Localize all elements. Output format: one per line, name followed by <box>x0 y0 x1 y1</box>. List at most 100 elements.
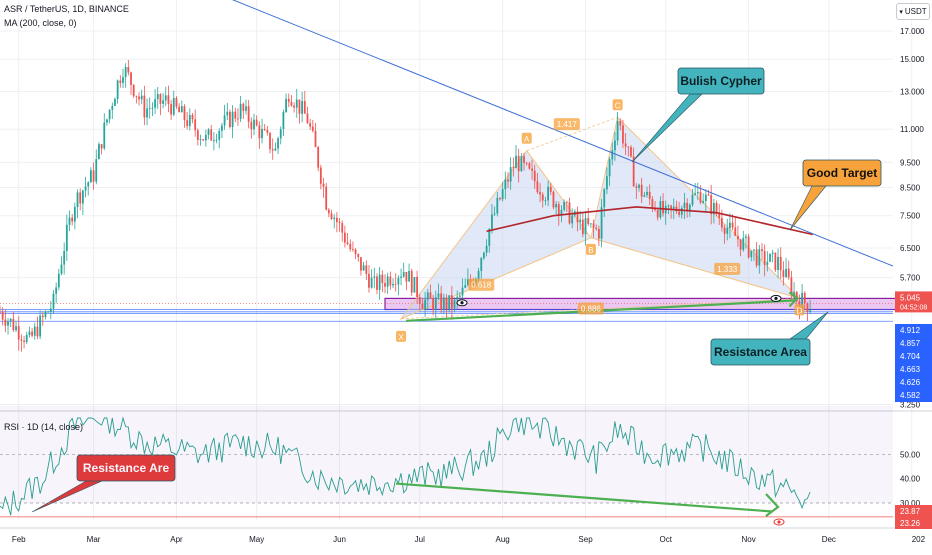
rsi-value-text: 23.26 <box>900 519 921 528</box>
rsi-indicator-label: RSI · 1D (14, close) <box>4 422 84 432</box>
candle <box>640 177 643 203</box>
good-target-callout-text: Good Target <box>807 166 877 180</box>
candle <box>424 291 427 317</box>
candle <box>196 128 199 146</box>
candle-body <box>255 119 258 126</box>
eye-pupil <box>774 296 778 300</box>
cypher-point-c: C <box>612 99 623 111</box>
candle <box>100 143 103 155</box>
candle <box>368 265 370 293</box>
candle-body <box>450 295 453 309</box>
candle <box>306 106 309 124</box>
candle <box>729 213 731 239</box>
candle <box>41 311 44 326</box>
candle <box>138 92 140 106</box>
candle-body <box>199 139 202 141</box>
candle <box>103 113 106 151</box>
candle <box>378 266 381 300</box>
candle-body <box>662 201 664 214</box>
price-level-text: 4.626 <box>900 378 921 387</box>
candle-body <box>231 111 234 128</box>
candle <box>325 182 328 211</box>
cypher-point-badge <box>585 243 596 255</box>
candle <box>360 257 362 276</box>
candle-body <box>557 204 560 215</box>
candle <box>60 256 63 276</box>
candle-body <box>737 235 739 240</box>
candle-body <box>175 97 178 107</box>
price-tick-label: 7.500 <box>900 212 921 221</box>
candle <box>234 107 237 123</box>
price-tick-label: 13.000 <box>900 88 925 97</box>
candle <box>421 298 424 310</box>
time-tick-label: Oct <box>660 535 673 544</box>
candle <box>319 164 322 190</box>
candle <box>253 113 255 136</box>
candle <box>806 302 809 322</box>
price-level-tag <box>895 324 932 337</box>
candle <box>544 196 547 206</box>
candle-body <box>560 209 563 215</box>
candle-body <box>421 303 424 310</box>
time-tick-label: Nov <box>742 535 756 544</box>
candle-body <box>606 176 608 190</box>
candle-body <box>23 340 25 343</box>
ma-indicator-label: MA (200, close, 0) <box>4 18 77 28</box>
candle <box>643 191 646 198</box>
candle <box>122 68 124 89</box>
candle-body <box>114 99 116 106</box>
cypher-ratio-line <box>401 297 800 320</box>
candle <box>394 273 397 292</box>
candle <box>154 89 156 115</box>
candle <box>426 288 429 310</box>
candle <box>680 205 683 219</box>
candle <box>71 213 74 226</box>
candle <box>627 146 630 157</box>
time-tick-label: Feb <box>12 535 26 544</box>
candle <box>758 245 761 274</box>
candle <box>547 180 549 207</box>
candle-body <box>52 293 55 309</box>
candle <box>480 256 483 279</box>
candle <box>555 200 558 215</box>
candle-body <box>25 334 28 343</box>
candle-body <box>194 119 197 131</box>
candle <box>282 109 285 136</box>
candle <box>90 167 92 183</box>
candle <box>33 322 36 340</box>
candle-body <box>92 170 95 182</box>
candle <box>81 189 84 215</box>
candle <box>116 79 119 104</box>
candle-body <box>170 103 173 115</box>
ratio-badge <box>714 262 741 275</box>
candle <box>523 152 525 171</box>
candle <box>231 105 234 139</box>
candle-body <box>4 319 7 326</box>
candle <box>386 272 389 294</box>
candle <box>148 97 151 119</box>
candle-body <box>483 252 485 259</box>
candle-body <box>156 94 159 100</box>
candle <box>445 294 448 320</box>
candle-body <box>771 252 774 254</box>
candle-body <box>720 218 723 228</box>
candle <box>338 218 341 232</box>
candle <box>384 274 386 294</box>
candle-body <box>15 326 17 331</box>
rsi-divergence-arrow <box>395 482 773 513</box>
candle-body <box>392 283 394 286</box>
candle <box>614 131 616 161</box>
candle-body <box>154 99 156 108</box>
cypher-point-badge <box>521 132 532 144</box>
candle <box>167 85 170 113</box>
currency-button[interactable]: ▾ USDT <box>896 3 930 20</box>
candle <box>333 214 336 229</box>
candle <box>274 142 277 152</box>
cypher-point-a: A <box>521 132 532 144</box>
candle <box>322 177 325 198</box>
candle <box>539 183 541 203</box>
price-level-text: 4.912 <box>900 326 921 335</box>
candle <box>0 305 1 314</box>
ratio-label: 1.333 <box>714 262 741 275</box>
